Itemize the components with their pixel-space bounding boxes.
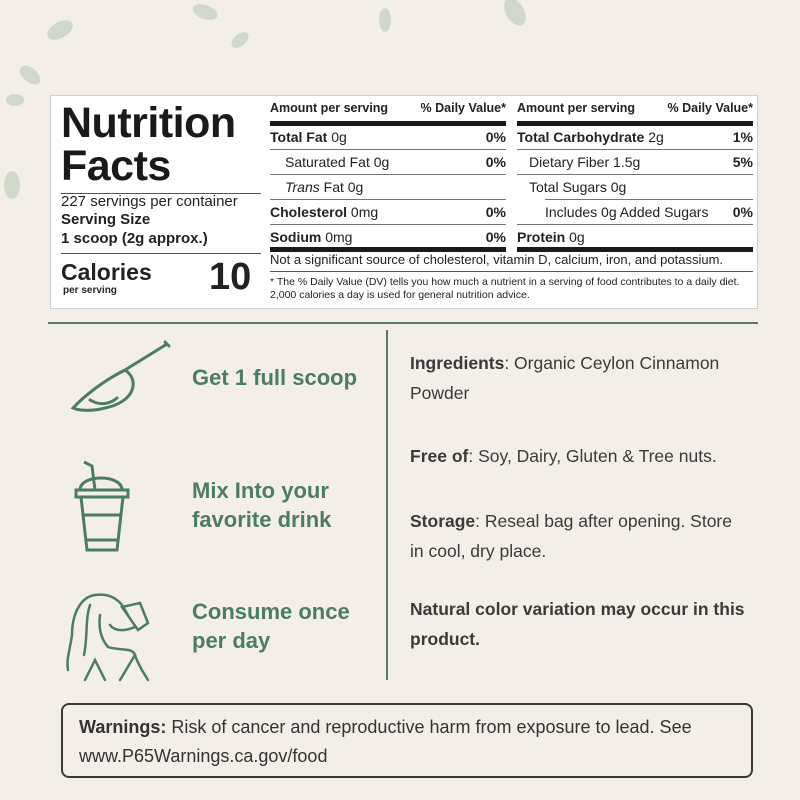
section-divider [48, 322, 758, 324]
dv-footnote: * The % Daily Value (DV) tells you how m… [270, 276, 740, 301]
header-dv: % Daily Value* [420, 101, 506, 115]
column-divider [386, 330, 388, 680]
nutrition-facts-label: Nutrition Facts 227 servings per containe… [50, 95, 758, 309]
warning-box: Warnings: Risk of cancer and reproductiv… [61, 703, 753, 778]
nutrient-row: Sodium 0mg 0% [270, 228, 506, 245]
serving-size-value: 1 scoop (2g approx.) [61, 230, 208, 247]
title-line-1: Nutrition [61, 99, 236, 147]
warning-text: Risk of cancer and reproductive harm fro… [79, 717, 692, 766]
free-of: Free of: Soy, Dairy, Gluten & Tree nuts. [410, 446, 717, 466]
person-drinking-icon [66, 593, 150, 682]
calories-label: Calories [61, 259, 152, 285]
calories-value: 10 [209, 256, 252, 298]
nutrition-facts-title: Nutrition Facts [61, 102, 236, 188]
leaf-decoration [4, 0, 526, 199]
step-mix: Mix Into your favorite drink [192, 478, 332, 532]
scoop-icon [70, 340, 171, 412]
not-significant-note: Not a significant source of cholesterol,… [270, 252, 724, 267]
drink-cup-icon [74, 460, 130, 552]
title-line-2: Facts [61, 142, 171, 190]
nutrient-row: Saturated Fat 0g 0% [285, 153, 506, 170]
storage: Storage: Reseal bag after opening. Store… [410, 511, 732, 561]
color-variation-note: Natural color variation may occur in thi… [410, 599, 745, 649]
nutrient-row: Includes 0g Added Sugars 0% [545, 203, 753, 220]
serving-size-label: Serving Size [61, 211, 151, 228]
servings-per-container: 227 servings per container [61, 193, 238, 210]
header-amount: Amount per serving [270, 101, 389, 115]
nutrient-row: Dietary Fiber 1.5g 5% [529, 153, 753, 170]
nutrient-row: Protein 0g [517, 228, 585, 245]
warning-label: Warnings: [79, 717, 167, 737]
ingredients: Ingredients: Organic Ceylon Cinnamon Pow… [410, 353, 720, 403]
nutrient-row: Trans Fat 0g [285, 178, 364, 195]
step-scoop: Get 1 full scoop [192, 365, 358, 390]
nutrient-row: Total Sugars 0g [529, 178, 627, 195]
nutrient-row: Total Carbohydrate 2g 1% [517, 128, 753, 145]
nutrient-row: Total Fat 0g 0% [270, 128, 506, 145]
nutrient-row: Cholesterol 0mg 0% [270, 203, 506, 220]
calories-sub: per serving [63, 285, 117, 296]
step-consume: Consume once per day [192, 599, 350, 653]
